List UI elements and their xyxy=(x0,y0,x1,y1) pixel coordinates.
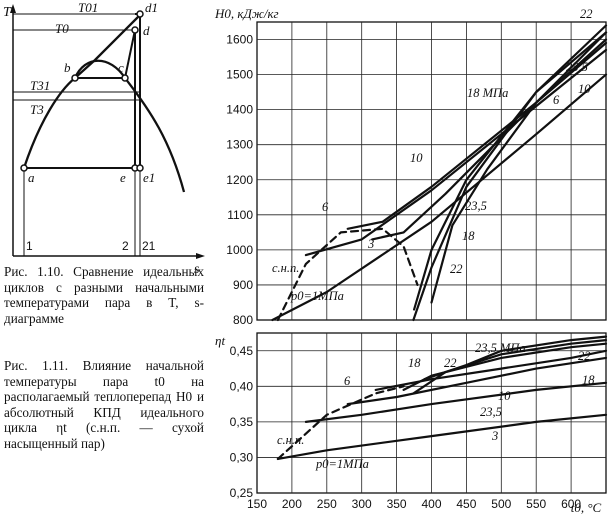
x-tick-label: 250 xyxy=(317,497,337,511)
y-tick-label: 1400 xyxy=(226,103,253,117)
series-line xyxy=(346,356,608,406)
series-line xyxy=(276,385,405,460)
ts-label-21: 21 xyxy=(142,239,156,253)
ts-label-b: b xyxy=(64,60,71,75)
ts-point-a xyxy=(20,164,28,172)
series-annotation: p0=1МПа xyxy=(290,289,344,303)
h0-chart: 800 900 1000 1100 1200 1300 1400 1500 1600 H0, кД… xyxy=(214,6,608,327)
ts-label-2: 2 xyxy=(122,239,129,253)
x-tick-label: 200 xyxy=(282,497,302,511)
series-annotation: 6 xyxy=(553,93,560,107)
caption-fig-1-10: Рис. 1.10. Сравнение идеальных циклов с … xyxy=(4,264,204,326)
series-line xyxy=(304,381,608,423)
series-line xyxy=(430,31,608,304)
series-annotation: 3 xyxy=(367,237,374,251)
series-annotation: 23,5 xyxy=(566,60,588,74)
ts-arrow-t xyxy=(10,4,16,13)
ts-label-e1: e1 xyxy=(143,170,155,185)
series-annotation: 22 xyxy=(580,7,593,21)
x-tick-label: 150 xyxy=(247,497,267,511)
series-line xyxy=(412,24,608,322)
ts-label-d: d xyxy=(143,23,150,38)
ts-point-c xyxy=(121,74,129,82)
ts-label-s: s xyxy=(194,262,200,277)
y-tick-label: 1200 xyxy=(226,173,253,187)
x-tick-label: 600 xyxy=(561,497,581,511)
ts-label-t31: T31 xyxy=(30,78,50,93)
y-axis-label: ηt xyxy=(215,333,225,348)
series-annotation: 23,5 МПа xyxy=(475,341,526,355)
ts-label-d1: d1 xyxy=(145,0,158,15)
caption-fig-1-11: Рис. 1.11. Влияние начальной температуры… xyxy=(4,358,204,451)
series-annotation: с.н.п. xyxy=(277,433,304,447)
series-annotation: 18 xyxy=(408,356,421,370)
y-tick-label: 0,40 xyxy=(230,379,254,393)
y-tick-label: 800 xyxy=(233,313,253,327)
series-annotation: с.н.п. xyxy=(272,261,299,275)
x-tick-label: 550 xyxy=(526,497,546,511)
series-line xyxy=(271,73,608,322)
series-annotation: 23,5 xyxy=(465,199,487,213)
y-tick-label: 1300 xyxy=(226,138,253,152)
series-line xyxy=(304,48,608,257)
y-tick-label: 900 xyxy=(233,278,253,292)
series-annotation: 18 МПа xyxy=(467,86,508,100)
ts-line-cd xyxy=(124,29,136,79)
series-annotation: 6 xyxy=(322,200,329,214)
series-line xyxy=(412,339,608,395)
series-annotation: 18 xyxy=(462,229,475,243)
series-annotation: 23,5 xyxy=(480,405,502,419)
y-tick-label: 0,25 xyxy=(230,486,254,500)
ts-label-c: c xyxy=(118,60,124,75)
series-line xyxy=(276,227,419,322)
y-tick-label: 0,35 xyxy=(230,415,254,429)
ts-arrow-s xyxy=(196,253,205,259)
x-tick-label: 300 xyxy=(352,497,372,511)
x-tick-label: 400 xyxy=(421,497,441,511)
y-axis-label: H0, кДж/кг xyxy=(214,6,279,21)
series-annotation: 6 xyxy=(344,374,351,388)
ts-saturated-steam-curve xyxy=(124,77,186,193)
ts-diagram: T s T01 T0 T31 T3 d1 d b c a e e1 1 2 21 xyxy=(3,0,205,277)
ts-dome-top xyxy=(73,59,126,79)
ts-label-t01: T01 xyxy=(78,0,98,15)
eta-chart: 0,25 0,30 0,35 0,40 0,45 ηt t0, °C 23,5 МПа 22 18… xyxy=(215,332,608,515)
ts-point-b xyxy=(71,74,79,82)
series-line xyxy=(374,349,608,391)
series-annotation: 3 xyxy=(491,429,498,443)
y-tick-label: 1600 xyxy=(226,33,253,47)
ts-label-t0: T0 xyxy=(55,21,69,36)
ts-label-t3: T3 xyxy=(30,102,44,117)
ts-point-d1 xyxy=(136,10,144,18)
ts-point-d xyxy=(131,26,139,34)
ts-label-a: a xyxy=(28,170,35,185)
x-axis-label: t0, °C xyxy=(571,500,602,515)
series-annotation: 10 xyxy=(498,389,511,403)
series-line xyxy=(276,413,608,460)
y-tick-label: 1100 xyxy=(227,208,253,222)
series-line xyxy=(371,38,608,241)
y-tick-label: 0,30 xyxy=(230,450,254,464)
ts-label-t: T xyxy=(3,5,12,20)
series-annotation: p0=1МПа xyxy=(315,457,369,471)
x-tick-label: 350 xyxy=(387,497,407,511)
series-annotation: 10 xyxy=(410,151,423,165)
y-tick-label: 1500 xyxy=(226,68,253,82)
series-annotation: 22 xyxy=(578,349,591,363)
series-annotation: 10 xyxy=(578,82,591,96)
series-annotation: 22 xyxy=(450,262,463,276)
series-annotation: 18 xyxy=(582,373,595,387)
ts-label-1: 1 xyxy=(26,239,33,253)
x-tick-label: 450 xyxy=(456,497,476,511)
ts-label-e: e xyxy=(120,170,126,185)
y-tick-label: 0,45 xyxy=(230,344,254,358)
series-line xyxy=(423,335,608,381)
series-annotation: 22 xyxy=(444,356,457,370)
series-line xyxy=(402,342,608,391)
x-tick-label: 500 xyxy=(491,497,511,511)
series-line xyxy=(413,31,608,311)
ts-point-e1 xyxy=(136,164,144,172)
y-tick-label: 1000 xyxy=(226,243,253,257)
